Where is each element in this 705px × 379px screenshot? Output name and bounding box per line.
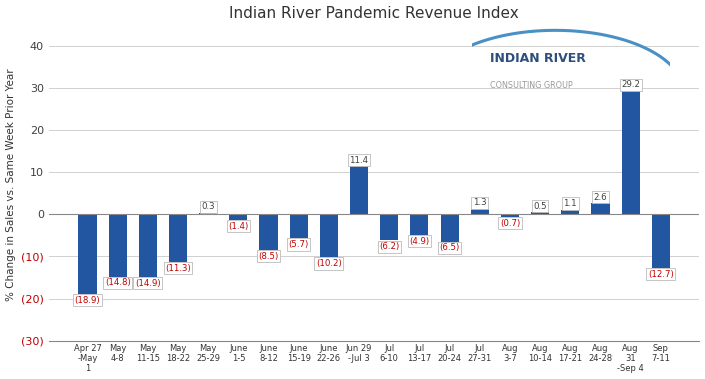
Y-axis label: % Change in Sales vs. Same Week Prior Year: % Change in Sales vs. Same Week Prior Ye… <box>6 69 16 301</box>
Text: (14.8): (14.8) <box>105 279 130 287</box>
Bar <box>199 213 217 214</box>
Text: (8.5): (8.5) <box>259 252 278 261</box>
Bar <box>290 214 308 238</box>
Bar <box>501 214 519 217</box>
Text: CONSULTING GROUP: CONSULTING GROUP <box>490 81 572 90</box>
Text: (1.4): (1.4) <box>228 222 248 231</box>
Text: (18.9): (18.9) <box>75 296 100 305</box>
Bar <box>229 214 247 220</box>
Bar <box>380 214 398 240</box>
Bar <box>78 214 97 294</box>
Bar <box>441 214 459 242</box>
Text: 1.3: 1.3 <box>473 198 486 207</box>
Bar <box>561 210 580 214</box>
Bar <box>259 214 278 250</box>
Text: (4.9): (4.9) <box>410 236 429 246</box>
Bar <box>622 91 639 214</box>
Text: (14.9): (14.9) <box>135 279 161 288</box>
Text: (11.3): (11.3) <box>165 264 191 273</box>
Bar <box>471 209 489 214</box>
Text: (6.2): (6.2) <box>379 242 399 251</box>
Bar <box>531 212 549 214</box>
Bar <box>410 214 429 235</box>
Text: 0.3: 0.3 <box>202 202 215 211</box>
Text: 29.2: 29.2 <box>621 80 640 89</box>
Text: (6.5): (6.5) <box>439 243 460 252</box>
Bar <box>350 166 368 214</box>
Bar <box>320 214 338 257</box>
Bar <box>591 203 610 214</box>
Text: 2.6: 2.6 <box>594 193 607 202</box>
Text: 0.5: 0.5 <box>533 202 547 210</box>
Bar <box>651 214 670 268</box>
Text: INDIAN RIVER: INDIAN RIVER <box>490 52 586 65</box>
Text: 11.4: 11.4 <box>350 155 369 164</box>
Bar <box>109 214 127 277</box>
Text: (0.7): (0.7) <box>500 219 520 228</box>
Text: (12.7): (12.7) <box>648 269 674 279</box>
Bar <box>139 214 157 277</box>
Text: 1.1: 1.1 <box>563 199 577 208</box>
Bar <box>169 214 187 262</box>
Title: Indian River Pandemic Revenue Index: Indian River Pandemic Revenue Index <box>229 6 519 20</box>
Text: (5.7): (5.7) <box>288 240 309 249</box>
Text: (10.2): (10.2) <box>316 259 342 268</box>
